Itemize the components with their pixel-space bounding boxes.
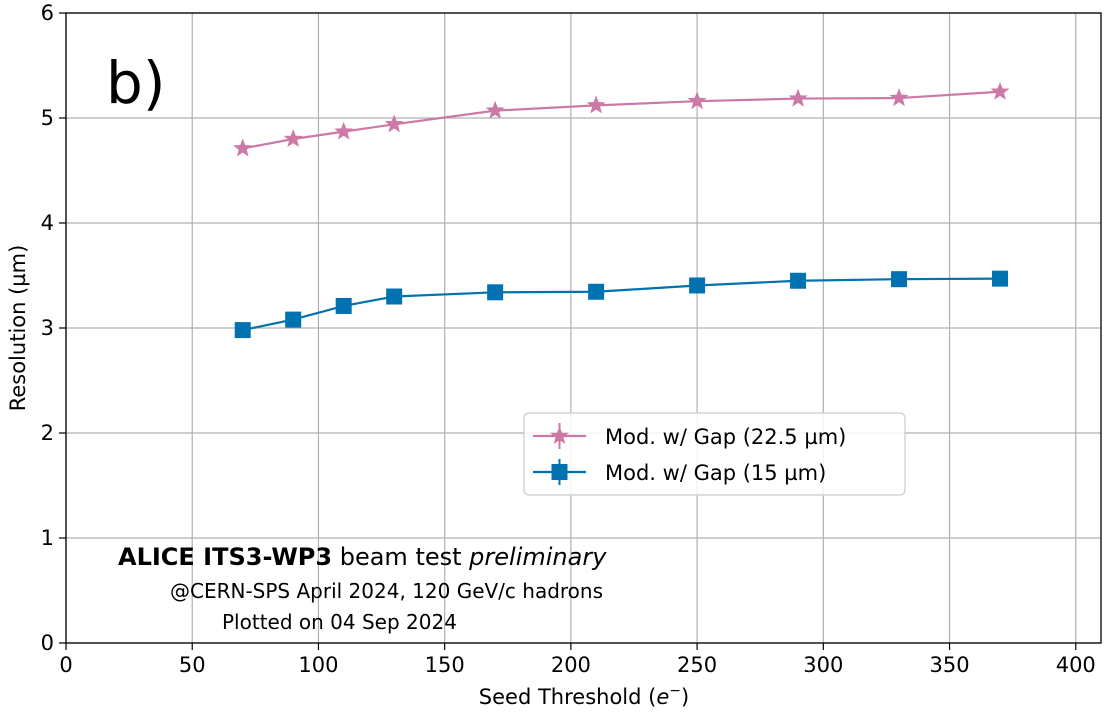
x-tick-label: 100 bbox=[298, 653, 338, 677]
legend-label: Mod. w/ Gap (15 µm) bbox=[605, 461, 826, 485]
x-tick-label: 200 bbox=[551, 653, 591, 677]
data-point bbox=[334, 121, 354, 140]
annotation-block: ALICE ITS3-WP3 beam test preliminary @CE… bbox=[118, 543, 607, 634]
annotation-title: ALICE ITS3-WP3 beam test preliminary bbox=[118, 543, 607, 571]
series-2 bbox=[234, 270, 1009, 339]
data-point bbox=[283, 129, 303, 148]
legend-entries: Mod. w/ Gap (22.5 µm) Mod. w/ Gap (15 µm) bbox=[533, 423, 846, 485]
data-point bbox=[891, 271, 908, 288]
legend: Mod. w/ Gap (22.5 µm) Mod. w/ Gap (15 µm) bbox=[523, 412, 906, 496]
y-tick-label: 4 bbox=[41, 211, 54, 235]
legend-entry: Mod. w/ Gap (22.5 µm) bbox=[533, 423, 846, 449]
x-tick-label: 400 bbox=[1056, 653, 1096, 677]
y-tick-label: 5 bbox=[41, 106, 54, 130]
axis-ticks: 0 50 100 150 200 250 300 350 400 0 1 2 3 4 5 6 bbox=[41, 1, 1096, 677]
data-point bbox=[485, 100, 505, 119]
x-axis-label: Seed Threshold (e−) bbox=[479, 683, 689, 709]
data-point bbox=[233, 138, 253, 157]
x-tick-label: 50 bbox=[179, 653, 206, 677]
data-point bbox=[588, 283, 605, 300]
series-line bbox=[242, 277, 1001, 332]
data-point bbox=[386, 288, 403, 305]
x-tick-label: 350 bbox=[929, 653, 969, 677]
y-tick-label: 1 bbox=[41, 526, 54, 550]
legend-label: Mod. w/ Gap (22.5 µm) bbox=[605, 425, 846, 449]
series-1 bbox=[233, 81, 1010, 157]
annotation-date: Plotted on 04 Sep 2024 bbox=[222, 610, 457, 634]
x-tick-label: 300 bbox=[803, 653, 843, 677]
data-point bbox=[285, 311, 302, 328]
data-point bbox=[384, 114, 404, 133]
legend-marker bbox=[551, 464, 568, 480]
data-point bbox=[487, 284, 504, 301]
x-tick-label: 0 bbox=[59, 653, 72, 677]
data-point bbox=[788, 88, 808, 107]
legend-marker bbox=[550, 426, 569, 445]
data-point bbox=[687, 91, 707, 110]
data-point bbox=[586, 95, 606, 114]
data-point bbox=[335, 297, 352, 314]
y-tick-label: 6 bbox=[41, 1, 54, 25]
legend-box bbox=[523, 412, 906, 496]
y-tick-label: 2 bbox=[41, 421, 54, 445]
series-layer bbox=[233, 81, 1010, 339]
data-point bbox=[990, 81, 1010, 100]
data-point bbox=[689, 277, 706, 294]
data-point bbox=[234, 322, 251, 339]
series-line bbox=[242, 90, 1001, 150]
x-tick-label: 150 bbox=[425, 653, 465, 677]
data-point bbox=[889, 88, 909, 107]
y-tick-label: 3 bbox=[41, 316, 54, 340]
data-point bbox=[790, 272, 807, 289]
x-tick-label: 250 bbox=[677, 653, 717, 677]
annotation-facility: @CERN-SPS April 2024, 120 GeV/c hadrons bbox=[170, 579, 603, 603]
y-axis-label: Resolution (µm) bbox=[6, 245, 30, 412]
y-tick-label: 0 bbox=[41, 631, 54, 655]
legend-entry: Mod. w/ Gap (15 µm) bbox=[533, 459, 826, 485]
panel-label: b) bbox=[106, 49, 165, 117]
data-point bbox=[992, 270, 1009, 287]
